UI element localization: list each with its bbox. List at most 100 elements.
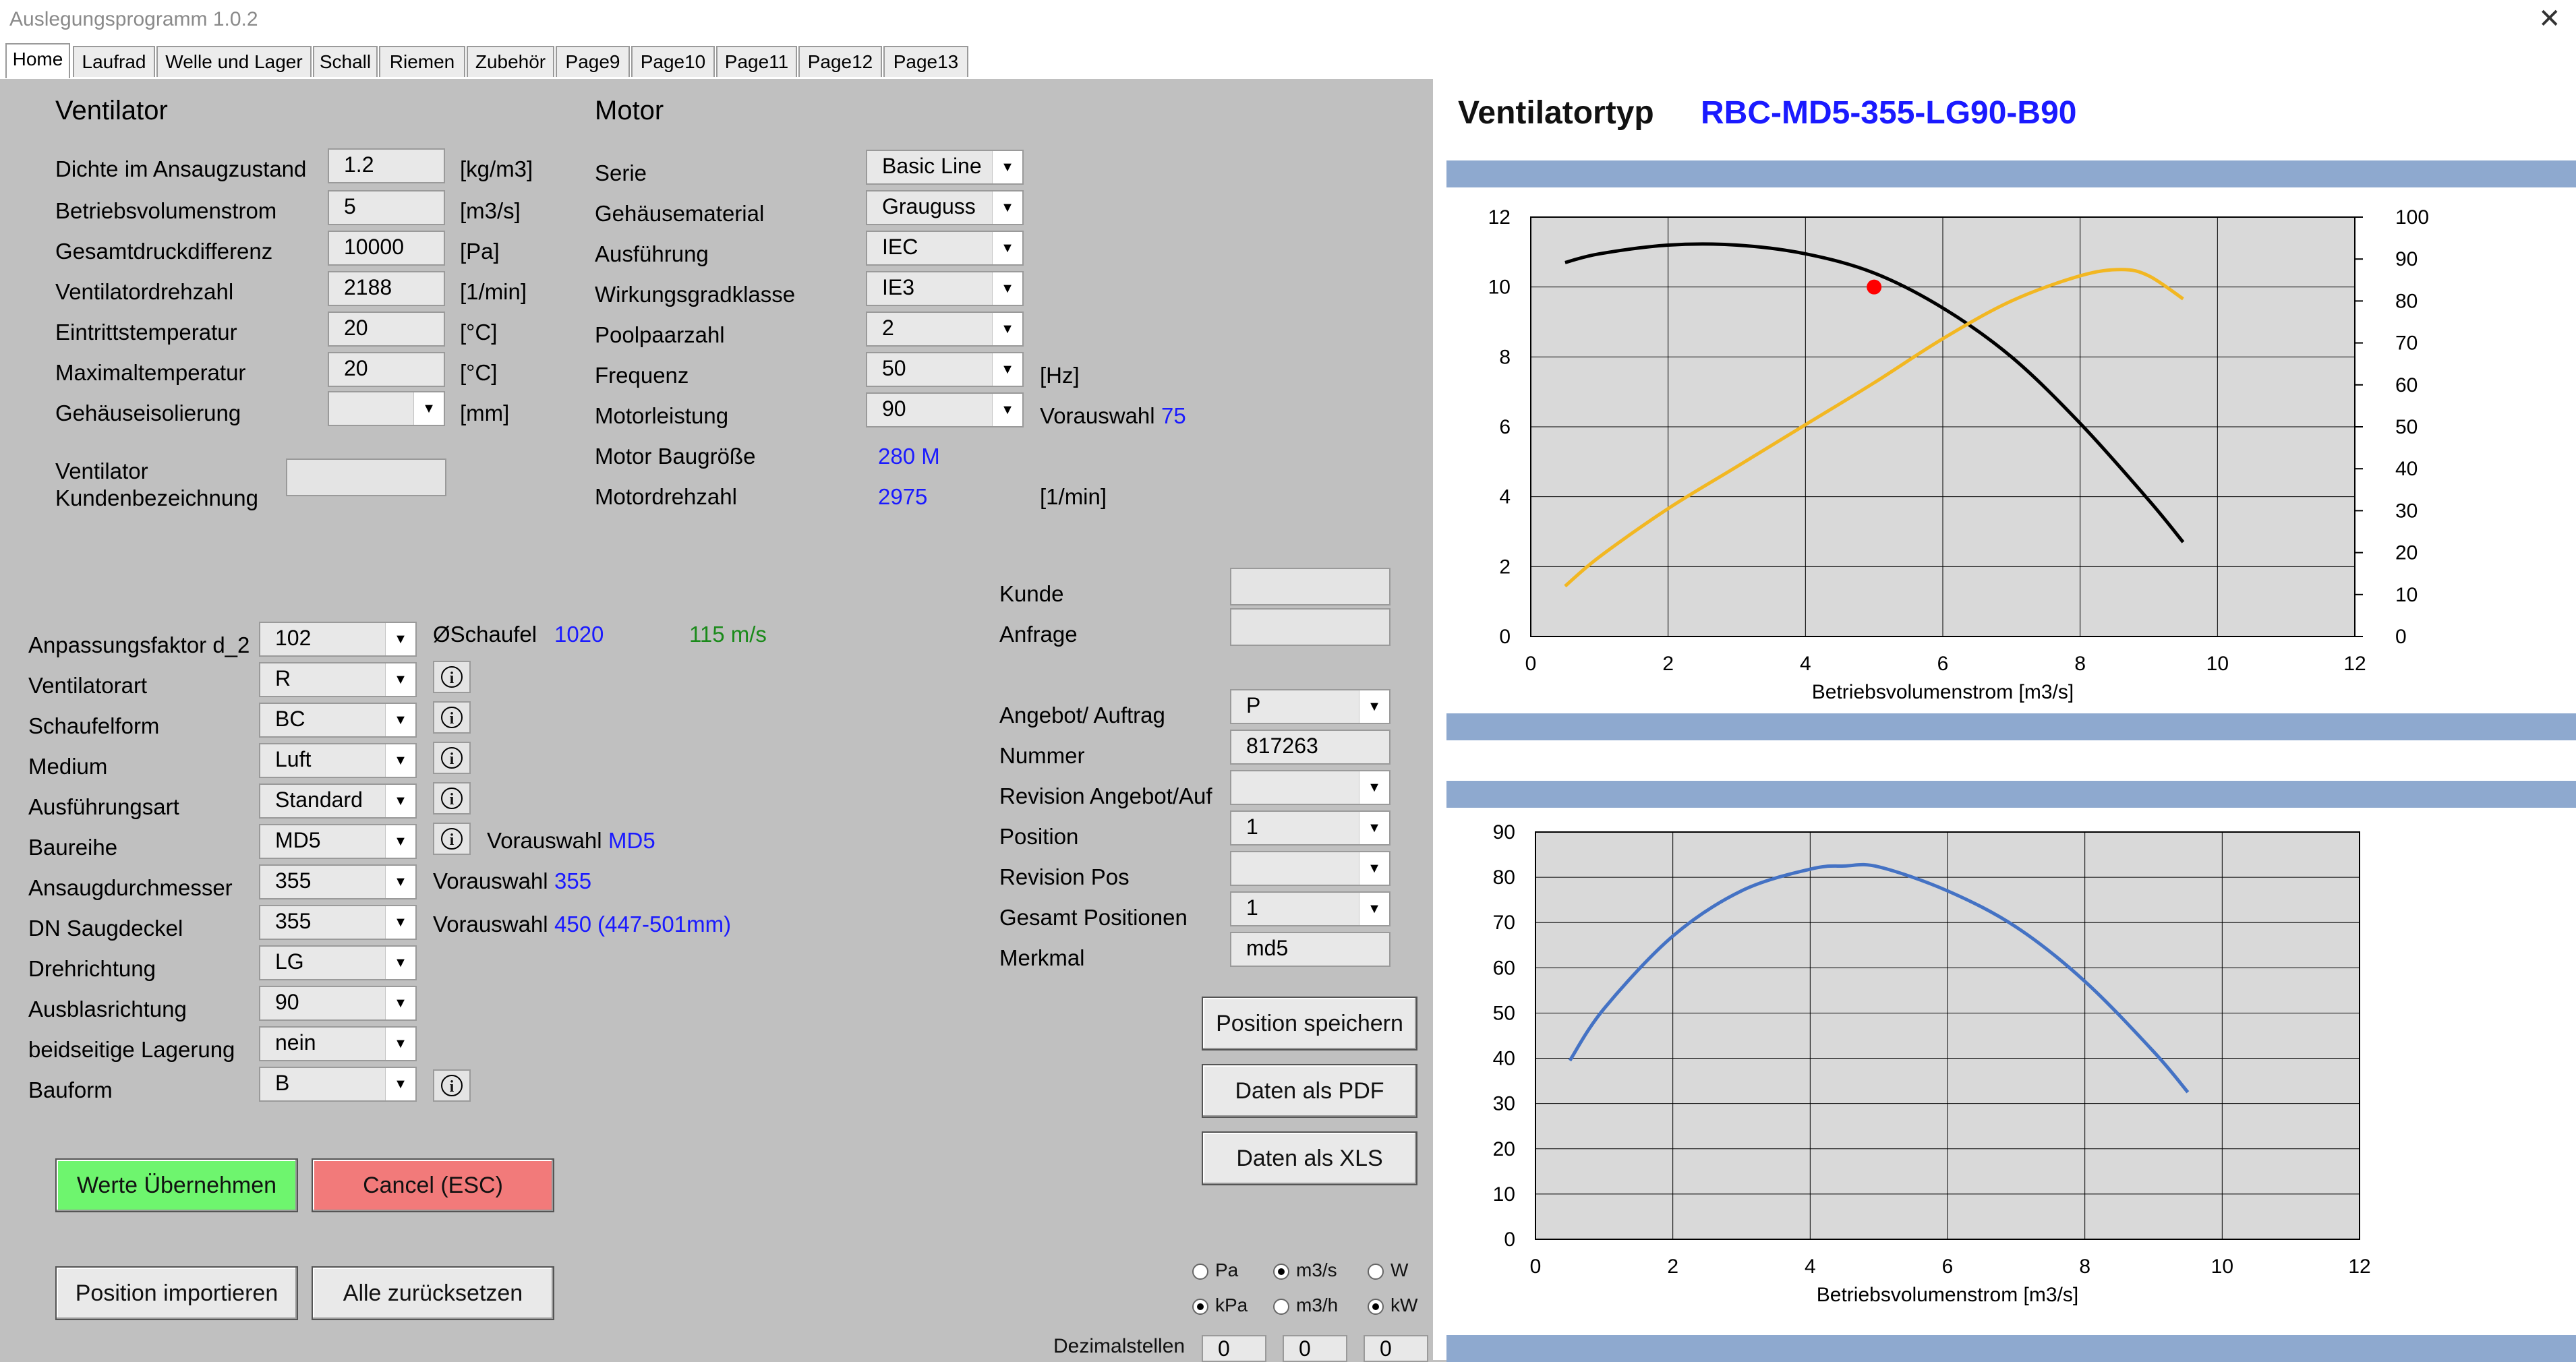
tab-welle-und-lager[interactable]: Welle und Lager bbox=[156, 46, 312, 77]
tab-page12[interactable]: Page12 bbox=[798, 46, 882, 77]
drehrichtung-label: Drehrichtung bbox=[28, 956, 156, 981]
chart-band bbox=[1446, 160, 2576, 187]
poolpaarzahl-select[interactable]: 2 ▼ bbox=[866, 312, 1024, 347]
frequenz-select[interactable]: 50 ▼ bbox=[866, 352, 1024, 387]
radio-pa[interactable]: Pa bbox=[1192, 1260, 1238, 1281]
anfrage-input[interactable] bbox=[1230, 608, 1391, 646]
position-label: Position bbox=[999, 824, 1079, 849]
ausfuehrungsart-select[interactable]: Standard ▼ bbox=[259, 783, 417, 819]
info-icon[interactable]: i bbox=[433, 823, 471, 855]
revision-angebot-select[interactable]: ▼ bbox=[1230, 770, 1391, 805]
alle-zuruecksetzen-button[interactable]: Alle zurücksetzen bbox=[312, 1266, 554, 1320]
y-tick-label: 2 bbox=[1499, 556, 1511, 578]
ansaugdurchmesser-select[interactable]: 355 ▼ bbox=[259, 864, 417, 899]
position-speichern-button[interactable]: Position speichern bbox=[1202, 997, 1417, 1050]
revision-pos-select[interactable]: ▼ bbox=[1230, 851, 1391, 886]
ventilatorart-select[interactable]: R ▼ bbox=[259, 662, 417, 697]
lagerung-value: nein bbox=[275, 1030, 316, 1055]
x-tick-label: 4 bbox=[1800, 653, 1811, 675]
position-importieren-button[interactable]: Position importieren bbox=[55, 1266, 298, 1320]
chevron-down-icon: ▼ bbox=[992, 191, 1022, 224]
ausfuehrungsart-label: Ausführungsart bbox=[28, 794, 179, 819]
dezimalstellen-label: Dezimalstellen bbox=[1053, 1335, 1185, 1357]
serie-select[interactable]: Basic Line ▼ bbox=[866, 150, 1024, 185]
close-icon[interactable]: ✕ bbox=[2538, 4, 2561, 34]
lagerung-select[interactable]: nein ▼ bbox=[259, 1026, 417, 1061]
radio-m3s[interactable]: m3/s bbox=[1273, 1260, 1337, 1281]
saugdeckel-select[interactable]: 355 ▼ bbox=[259, 905, 417, 940]
radio-kpa[interactable]: kPa bbox=[1192, 1295, 1248, 1316]
bauform-select[interactable]: B ▼ bbox=[259, 1067, 417, 1102]
baureihe-vorauswahl-label: Vorauswahl bbox=[487, 828, 602, 853]
maximaltemperatur-input[interactable]: 20 bbox=[328, 352, 445, 387]
kunde-input[interactable] bbox=[1230, 568, 1391, 605]
anfrage-label: Anfrage bbox=[999, 622, 1078, 647]
ventilatortyp-value: RBC-MD5-355-LG90-B90 bbox=[1701, 95, 2077, 131]
tab-page9[interactable]: Page9 bbox=[556, 46, 630, 77]
wirkungsgradklasse-select[interactable]: IE3 ▼ bbox=[866, 271, 1024, 306]
radio-m3h[interactable]: m3/h bbox=[1273, 1295, 1338, 1316]
volumenstrom-input[interactable]: 5 bbox=[328, 190, 445, 225]
y-right-tick-label: 10 bbox=[2395, 584, 2418, 606]
anpassungsfaktor-select[interactable]: 102 ▼ bbox=[259, 622, 417, 657]
dezimal-select-3[interactable]: 0 bbox=[1364, 1335, 1428, 1362]
ausblasrichtung-select[interactable]: 90 ▼ bbox=[259, 986, 417, 1021]
info-icon[interactable]: i bbox=[433, 1069, 471, 1102]
frequenz-unit: [Hz] bbox=[1040, 363, 1080, 388]
schaufelform-select[interactable]: BC ▼ bbox=[259, 703, 417, 738]
tab-laufrad[interactable]: Laufrad bbox=[73, 46, 155, 77]
werte-uebernehmen-button[interactable]: Werte Übernehmen bbox=[55, 1158, 298, 1212]
druckdifferenz-input[interactable]: 10000 bbox=[328, 231, 445, 266]
dezimal-select-2[interactable]: 0 bbox=[1283, 1335, 1347, 1362]
tab-schall[interactable]: Schall bbox=[313, 46, 378, 77]
angebot-auftrag-select[interactable]: P ▼ bbox=[1230, 689, 1391, 724]
ausfuehrung-select[interactable]: IEC ▼ bbox=[866, 231, 1024, 266]
daten-xls-button[interactable]: Daten als XLS bbox=[1202, 1131, 1417, 1185]
angebot-auftrag-label: Angebot/ Auftrag bbox=[999, 703, 1165, 728]
ansaugdurchmesser-value: 355 bbox=[275, 868, 312, 893]
tab-page10[interactable]: Page10 bbox=[631, 46, 715, 77]
info-icon[interactable]: i bbox=[433, 661, 471, 693]
radio-pa-label: Pa bbox=[1215, 1260, 1239, 1280]
kundenbezeichnung-input[interactable] bbox=[286, 458, 446, 496]
chevron-down-icon: ▼ bbox=[385, 1068, 415, 1100]
y-tick-label: 10 bbox=[1493, 1183, 1515, 1206]
info-icon[interactable]: i bbox=[433, 701, 471, 734]
tab-zubehoer[interactable]: Zubehör bbox=[467, 46, 554, 77]
radio-w[interactable]: W bbox=[1368, 1260, 1408, 1281]
merkmal-input[interactable]: md5 bbox=[1230, 932, 1391, 967]
cancel-button[interactable]: Cancel (ESC) bbox=[312, 1158, 554, 1212]
tab-page11[interactable]: Page11 bbox=[716, 46, 797, 77]
tab-riemen[interactable]: Riemen bbox=[379, 46, 465, 77]
position-select[interactable]: 1 ▼ bbox=[1230, 810, 1391, 846]
chevron-down-icon: ▼ bbox=[385, 825, 415, 858]
medium-select[interactable]: Luft ▼ bbox=[259, 743, 417, 778]
y-tick-label: 90 bbox=[1493, 821, 1515, 843]
motorleistung-select[interactable]: 90 ▼ bbox=[866, 392, 1024, 427]
bauform-value: B bbox=[275, 1071, 290, 1095]
y-tick-label: 10 bbox=[1488, 276, 1511, 299]
dezimal-select-1[interactable]: 0 bbox=[1202, 1335, 1266, 1362]
info-icon[interactable]: i bbox=[433, 742, 471, 774]
gesamt-positionen-select[interactable]: 1 ▼ bbox=[1230, 891, 1391, 926]
gehaeuseisolierung-select[interactable]: ▼ bbox=[328, 391, 445, 426]
anpassungsfaktor-value: 102 bbox=[275, 626, 312, 650]
tab-page13[interactable]: Page13 bbox=[883, 46, 968, 77]
radio-kw-label: kW bbox=[1391, 1295, 1418, 1315]
info-icon[interactable]: i bbox=[433, 782, 471, 815]
baureihe-select[interactable]: MD5 ▼ bbox=[259, 824, 417, 859]
dichte-input[interactable]: 1.2 bbox=[328, 148, 445, 183]
daten-pdf-button[interactable]: Daten als PDF bbox=[1202, 1064, 1417, 1118]
drehrichtung-select[interactable]: LG ▼ bbox=[259, 945, 417, 980]
motorleistung-label: Motorleistung bbox=[595, 403, 729, 428]
saugdeckel-vorauswahl-label: Vorauswahl bbox=[433, 912, 548, 937]
tab-home[interactable]: Home bbox=[5, 43, 70, 78]
chevron-down-icon: ▼ bbox=[1359, 893, 1389, 925]
eintrittstemperatur-input[interactable]: 20 bbox=[328, 312, 445, 347]
radio-kw[interactable]: kW bbox=[1368, 1295, 1417, 1316]
gehaeusematerial-select[interactable]: Grauguss ▼ bbox=[866, 190, 1024, 225]
nummer-input[interactable]: 817263 bbox=[1230, 730, 1391, 765]
ventilatortyp-label: Ventilatortyp bbox=[1458, 95, 1654, 131]
drehzahl-input[interactable]: 2188 bbox=[328, 271, 445, 306]
y-right-tick-label: 50 bbox=[2395, 416, 2418, 438]
